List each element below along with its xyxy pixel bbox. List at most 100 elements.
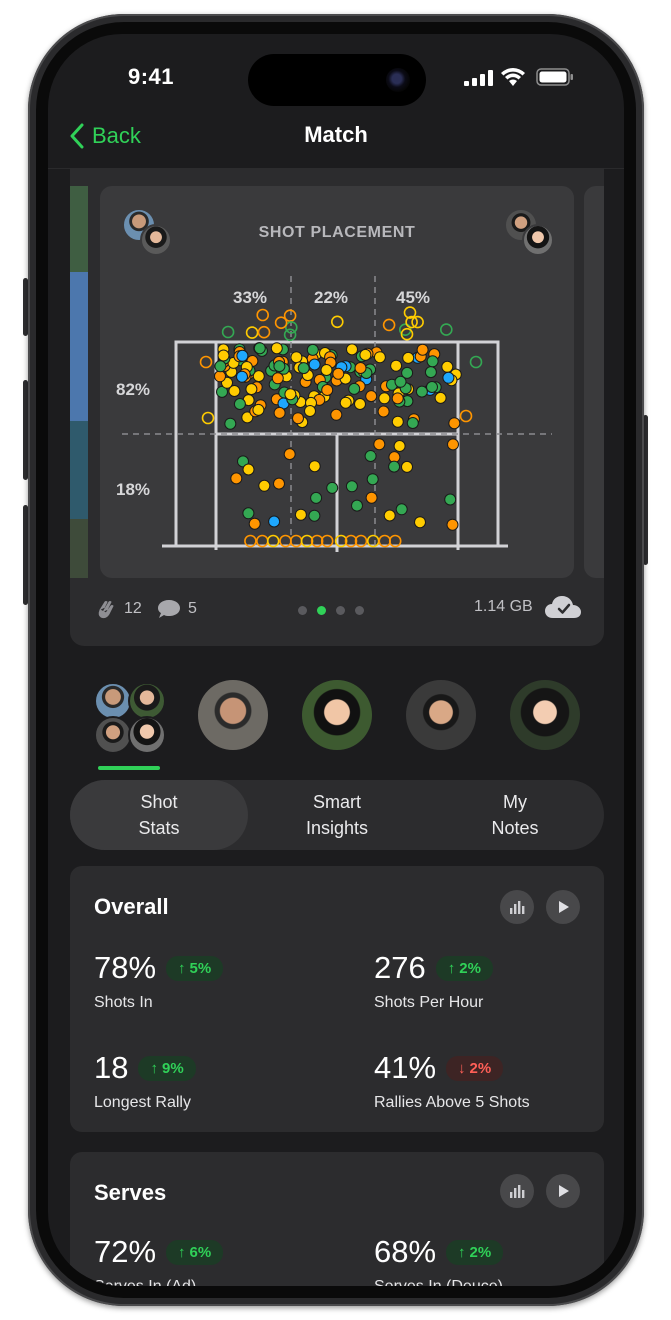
shot-marker [426,381,438,393]
shot-marker [366,473,379,486]
tab-segmented-control: Shot Stats Smart Insights My Notes [70,780,604,850]
stat-block: 276 ↑ 2% Shots Per Hour [374,950,493,1012]
claps-value: 12 [124,600,142,617]
team-left-avatars [122,208,172,258]
page-dot-active[interactable] [317,606,326,615]
comments-count[interactable]: 5 [156,598,197,620]
shot-marker [283,328,297,342]
shot-marker [365,491,378,504]
arrow-up-icon: ↑ [447,959,456,977]
shot-marker [245,326,259,339]
delta-badge: ↑ 9% [138,1055,196,1081]
shot-marker [373,438,386,451]
status-bar: 9:41 [48,34,624,120]
player-avatar-3[interactable] [406,680,476,750]
shot-marker [403,306,417,319]
back-button[interactable]: Back [70,120,141,152]
page-dot[interactable] [298,606,307,615]
shot-marker [292,412,304,425]
shot-placement-card[interactable]: SHOT PLACEMENT 33% 22% 45% 82% 18% [100,186,574,578]
shot-placement-title: SHOT PLACEMENT [258,224,416,241]
shot-marker [351,499,363,512]
play-button[interactable] [546,1174,580,1208]
chart-button[interactable] [500,890,534,924]
delta-value: 2% [469,1243,492,1261]
shot-marker [266,534,280,548]
shot-marker [320,364,333,376]
chart-button[interactable] [500,1174,534,1208]
shot-marker [320,534,334,548]
clap-hands-icon [98,601,114,619]
delta-value: 6% [189,1243,212,1261]
power-button [643,415,648,565]
shot-marker [300,534,314,548]
content-scroll[interactable]: SHOT PLACEMENT 33% 22% 45% 82% 18% [48,168,624,1286]
shot-marker [217,349,230,362]
shot-marker [415,385,428,398]
shot-marker [334,534,348,548]
comment-bubble-icon [158,600,180,618]
avatar [128,682,166,720]
page-title: Match [304,122,368,147]
shot-marker [284,388,297,401]
shot-marker [441,360,454,373]
shot-marker [285,321,298,334]
shot-marker [354,534,368,548]
shot-marker [390,359,403,372]
player-avatar-2[interactable] [302,680,372,750]
navigation-bar: Back Match [48,120,624,169]
stat-value: 68% [374,1234,437,1269]
stat-block: 41% ↓ 2% Rallies Above 5 Shots [374,1050,530,1112]
tab-smart-insights[interactable]: Smart Insights [248,780,426,850]
shot-marker [242,507,255,520]
delta-badge: ↑ 5% [166,955,224,981]
volume-up-button [23,380,28,480]
shot-marker [359,348,372,361]
shot-marker [270,342,283,355]
delta-badge: ↑ 2% [446,1239,504,1265]
shot-marker [224,417,237,430]
shot-marker [199,355,213,369]
player-avatar-4[interactable] [510,680,580,750]
stat-value: 78% [94,950,157,985]
tab-label: My Notes [491,792,539,838]
player-group-all[interactable] [92,680,166,754]
shot-marker [346,343,358,356]
player-avatar-1[interactable] [198,680,268,750]
shot-marker [402,351,415,364]
shot-marker [245,383,258,396]
storage-size: 1.14 GB [474,598,533,616]
shot-marker [414,516,426,529]
shot-marker [236,370,248,383]
shot-marker [244,534,257,548]
shot-marker [271,372,284,385]
tab-shot-stats[interactable]: Shot Stats [70,780,248,850]
shot-marker [442,371,455,384]
shot-marker [434,391,447,404]
column-percent-right: 45% [396,288,431,307]
shot-marker [393,440,406,452]
play-button[interactable] [546,890,580,924]
shot-marker [241,411,254,424]
page-dot[interactable] [355,606,364,615]
page-indicator[interactable] [298,606,364,615]
stat-block: 18 ↑ 9% Longest Rally [94,1050,196,1112]
avatar [522,224,554,256]
next-card-peek[interactable] [584,186,604,578]
shot-marker [252,370,265,383]
bar-chart-icon [510,1185,525,1198]
delta-badge: ↑ 2% [435,955,493,981]
row-percent-deep: 82% [116,380,151,399]
delta-value: 2% [459,959,481,977]
shot-marker [283,448,296,461]
video-thumbnail[interactable] [70,186,88,578]
cloud-check-icon[interactable] [544,594,582,622]
page-dot[interactable] [336,606,345,615]
claps-count[interactable]: 12 [96,598,142,620]
shot-marker [237,455,249,468]
stat-label: Serves In (Ad) [94,1278,223,1286]
tab-my-notes[interactable]: My Notes [426,780,604,850]
shot-marker [391,415,404,428]
shot-marker [214,360,227,373]
delta-value: 2% [469,1059,492,1077]
